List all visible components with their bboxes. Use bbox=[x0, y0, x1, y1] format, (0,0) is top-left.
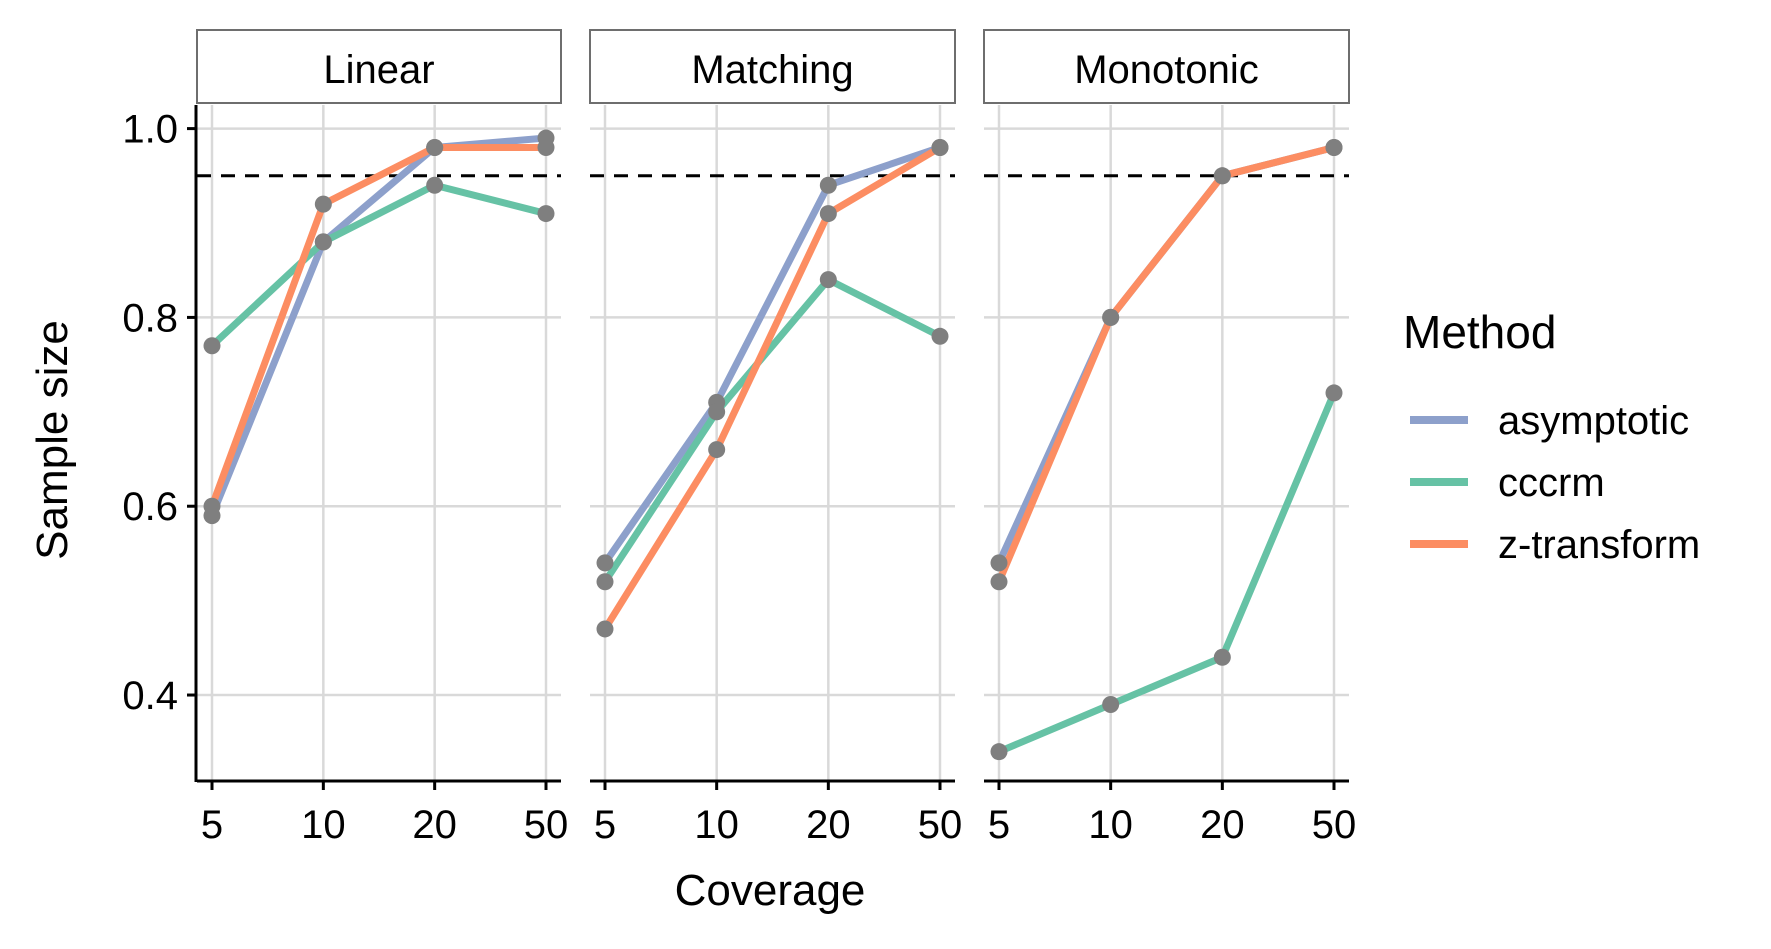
data-point-cccrm-monotonic bbox=[1213, 648, 1231, 666]
data-point-cccrm-monotonic bbox=[1102, 695, 1120, 713]
series-line-z-transform-linear bbox=[208, 143, 546, 508]
facet-strip-monotonic bbox=[983, 29, 1350, 104]
y-tick-label: 0.4 bbox=[122, 674, 178, 718]
data-point-z-transform-monotonic bbox=[1102, 308, 1120, 326]
data-point-z-transform-linear bbox=[426, 138, 444, 156]
x-tick-label: 20 bbox=[412, 803, 457, 847]
x-axis-title: Coverage bbox=[675, 866, 866, 915]
y-tick-label: 1.0 bbox=[122, 108, 178, 152]
series-line-cccrm-matching bbox=[602, 276, 942, 584]
x-tick-label: 20 bbox=[1200, 803, 1245, 847]
legend-title: Method bbox=[1403, 306, 1556, 358]
facet-strip-matching bbox=[589, 29, 956, 104]
series-line-cccrm-monotonic bbox=[997, 391, 1338, 755]
x-tick-label: 10 bbox=[301, 803, 346, 847]
data-point-z-transform-linear bbox=[537, 138, 555, 156]
series-line-asymptotic-monotonic bbox=[995, 144, 1335, 565]
data-point-z-transform-matching bbox=[708, 441, 726, 459]
data-point-cccrm-matching bbox=[708, 403, 726, 421]
data-point-asymptotic-matching bbox=[596, 554, 614, 572]
x-tick-label: 50 bbox=[1312, 803, 1357, 847]
series-line-z-transform-matching bbox=[602, 144, 942, 631]
data-point-z-transform-matching bbox=[596, 620, 614, 638]
series-line-asymptotic-linear bbox=[208, 134, 547, 517]
y-axis-title: Sample size bbox=[28, 320, 77, 560]
data-point-cccrm-linear bbox=[537, 205, 555, 223]
y-tick-label: 0.8 bbox=[122, 296, 178, 340]
y-tick-label: 0.6 bbox=[122, 485, 178, 529]
data-point-cccrm-matching bbox=[596, 573, 614, 591]
data-point-z-transform-matching bbox=[931, 138, 949, 156]
data-point-z-transform-matching bbox=[819, 205, 837, 223]
x-tick-label: 5 bbox=[594, 803, 616, 847]
x-tick-label: 50 bbox=[918, 803, 963, 847]
data-point-asymptotic-matching bbox=[819, 176, 837, 194]
facet-label-monotonic: Monotonic bbox=[1074, 48, 1259, 92]
data-point-z-transform-monotonic bbox=[990, 573, 1008, 591]
legend: Method asymptotic cccrm z-transform bbox=[1403, 306, 1700, 567]
facet-strip-linear bbox=[196, 29, 562, 104]
series-line-cccrm-linear bbox=[209, 181, 547, 349]
data-point-z-transform-monotonic bbox=[1325, 138, 1343, 156]
facet-label-matching: Matching bbox=[691, 48, 853, 92]
data-point-z-transform-linear bbox=[314, 195, 332, 213]
x-tick-label: 5 bbox=[201, 803, 223, 847]
legend-label-asymptotic: asymptotic bbox=[1498, 399, 1689, 443]
x-tick-label: 10 bbox=[1088, 803, 1133, 847]
data-point-z-transform-monotonic bbox=[1213, 167, 1231, 185]
x-tick-label: 50 bbox=[524, 803, 569, 847]
x-tick-label: 20 bbox=[806, 803, 851, 847]
data-point-cccrm-linear bbox=[203, 337, 221, 355]
data-point-cccrm-monotonic bbox=[990, 743, 1008, 761]
data-point-cccrm-matching bbox=[819, 271, 837, 289]
data-point-cccrm-linear bbox=[426, 176, 444, 194]
data-point-asymptotic-monotonic bbox=[990, 554, 1008, 572]
series-line-asymptotic-matching bbox=[602, 144, 942, 565]
series-line-z-transform-monotonic bbox=[995, 144, 1335, 584]
legend-label-z-transform: z-transform bbox=[1498, 523, 1700, 567]
x-tick-label: 5 bbox=[988, 803, 1010, 847]
data-point-cccrm-matching bbox=[931, 327, 949, 345]
data-point-cccrm-linear bbox=[314, 233, 332, 251]
data-point-z-transform-linear bbox=[203, 497, 221, 515]
legend-label-cccrm: cccrm bbox=[1498, 461, 1605, 505]
x-tick-label: 10 bbox=[694, 803, 739, 847]
facet-label-linear: Linear bbox=[323, 48, 434, 92]
data-point-cccrm-monotonic bbox=[1325, 384, 1343, 402]
